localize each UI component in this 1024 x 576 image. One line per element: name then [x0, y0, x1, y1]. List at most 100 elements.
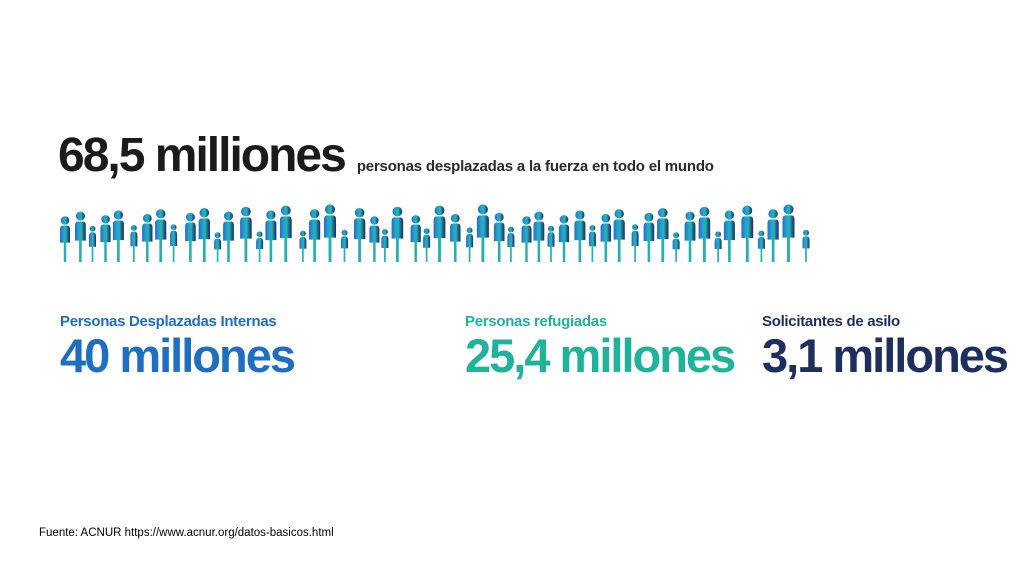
adult-silhouette — [60, 225, 70, 262]
person-head — [392, 206, 403, 217]
person-head — [89, 225, 96, 232]
person-head — [715, 231, 722, 238]
total-displaced-value: 68,5 milliones — [58, 129, 347, 182]
child-silhouette — [757, 237, 765, 262]
total-displaced-description: personas desplazadas a la fuerza en todo… — [356, 158, 714, 175]
person-head — [614, 209, 624, 219]
person-head — [241, 206, 251, 217]
adult-silhouette — [100, 224, 111, 262]
source-citation: Fuente: ACNUR https://www.acnur.org/dato… — [39, 527, 334, 539]
adult-silhouette — [155, 219, 167, 262]
person-head — [724, 210, 735, 220]
person-head — [768, 209, 778, 219]
person-head — [673, 232, 680, 239]
adult-silhouette — [185, 222, 196, 262]
person-head — [803, 229, 809, 236]
adult-silhouette — [723, 220, 735, 262]
adult-silhouette — [391, 217, 404, 262]
adult-silhouette — [450, 223, 461, 262]
stat-value: 25,4 millones — [465, 329, 736, 382]
stat-internally-displaced: Personas Desplazadas Internas 40 millone… — [60, 313, 296, 382]
person-head — [354, 207, 365, 218]
child-silhouette — [341, 236, 348, 262]
person-head — [411, 215, 420, 224]
stat-refugees: Personas refugiadas 25,4 millones — [465, 313, 736, 382]
stat-asylum-seekers: Solicitantes de asilo 3,1 millones — [762, 313, 1009, 381]
person-head — [477, 204, 488, 215]
adult-silhouette — [782, 215, 795, 262]
person-head — [494, 212, 504, 222]
adult-silhouette — [265, 220, 277, 262]
person-head — [548, 225, 554, 232]
person-head — [534, 211, 544, 221]
person-head — [685, 211, 695, 221]
person-head — [601, 213, 611, 223]
adult-silhouette — [353, 218, 366, 262]
person-head — [214, 232, 221, 239]
adult-silhouette — [684, 221, 696, 262]
person-head — [758, 230, 765, 237]
child-silhouette — [170, 230, 178, 262]
person-head — [130, 225, 137, 231]
stat-label: Personas Desplazadas Internas — [60, 313, 277, 330]
adult-silhouette — [112, 220, 124, 262]
person-head — [522, 216, 531, 225]
people-silhouettes-illustration — [60, 204, 810, 262]
adult-silhouette — [600, 223, 611, 262]
child-silhouette — [631, 230, 639, 262]
adult-silhouette — [142, 223, 153, 262]
adult-silhouette — [698, 217, 711, 262]
person-head — [60, 216, 70, 225]
child-silhouette — [214, 238, 222, 262]
person-head — [632, 224, 639, 231]
person-head — [589, 225, 596, 231]
adult-silhouette — [613, 219, 625, 262]
adult-silhouette — [240, 217, 252, 262]
adult-silhouette — [279, 216, 292, 262]
child-silhouette — [256, 237, 264, 262]
person-head — [324, 204, 336, 215]
adult-silhouette — [410, 224, 421, 262]
stat-value: 40 millones — [60, 329, 296, 382]
stat-label: Personas refugiadas — [465, 313, 607, 330]
child-silhouette — [130, 231, 138, 262]
person-head — [575, 210, 585, 220]
person-head — [742, 205, 753, 216]
person-head — [423, 228, 430, 235]
adult-silhouette — [533, 221, 545, 262]
child-silhouette — [588, 231, 596, 262]
person-head — [155, 209, 166, 219]
person-head — [434, 205, 445, 216]
person-head — [559, 215, 569, 224]
adult-silhouette — [433, 216, 446, 262]
adult-silhouette — [476, 215, 489, 262]
adult-silhouette — [324, 215, 336, 262]
child-silhouette — [381, 235, 389, 262]
adult-silhouette — [369, 225, 380, 262]
adult-silhouette — [741, 216, 754, 262]
person-head — [699, 206, 710, 217]
adult-silhouette — [574, 220, 586, 262]
person-head — [280, 205, 291, 216]
person-head — [450, 213, 460, 223]
stat-label: Solicitantes de asilo — [762, 313, 900, 330]
person-head — [658, 207, 668, 218]
adult-silhouette — [198, 218, 210, 262]
person-head — [783, 204, 794, 215]
person-head — [75, 211, 85, 221]
child-silhouette — [672, 238, 680, 262]
person-head — [466, 227, 473, 234]
child-silhouette — [466, 233, 474, 262]
person-head — [113, 210, 124, 220]
person-head — [101, 215, 110, 224]
person-head — [266, 210, 276, 220]
adult-silhouette — [767, 219, 779, 262]
adult-silhouette — [75, 221, 86, 262]
adult-silhouette — [657, 218, 669, 262]
child-silhouette — [714, 237, 722, 262]
adult-silhouette — [493, 222, 505, 262]
person-head — [370, 216, 379, 225]
person-head — [299, 230, 306, 237]
headline: 68,5 milliones personas desplazadas a la… — [58, 128, 714, 183]
adult-silhouette — [521, 225, 532, 262]
